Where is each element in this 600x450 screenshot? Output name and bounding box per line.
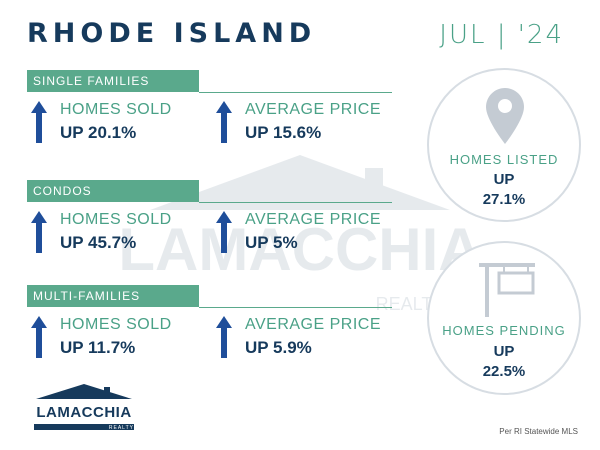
single-families-average-price: AVERAGE PRICE UP 15.6% <box>245 101 381 143</box>
homes-sold-value: UP 11.7% <box>60 338 136 357</box>
up-arrow-icon <box>216 101 232 143</box>
homes-listed-value: 27.1% <box>482 191 526 208</box>
sale-sign-icon <box>479 263 535 317</box>
average-price-label: AVERAGE PRICE <box>245 101 382 118</box>
average-price-value: UP 5% <box>245 233 298 252</box>
condos-homes-sold: HOMES SOLD UP 45.7% <box>60 211 172 253</box>
homes-listed-circle: HOMES LISTED UP 27.1% <box>427 68 581 222</box>
condos-average-price: AVERAGE PRICE UP 5% <box>245 211 381 253</box>
up-arrow-icon <box>31 101 47 143</box>
up-arrow-icon <box>31 211 47 253</box>
section-condos-header: CONDOS <box>27 180 199 202</box>
up-arrow-icon <box>216 211 232 253</box>
homes-pending-circle: HOMES PENDING UP 22.5% <box>427 241 581 395</box>
average-price-value: UP 5.9% <box>245 338 312 357</box>
homes-sold-value: UP 20.1% <box>60 123 137 142</box>
section-single-families-header: SINGLE FAMILIES <box>27 70 199 92</box>
section-divider <box>199 92 392 93</box>
section-divider <box>199 307 392 308</box>
homes-pending-label: HOMES PENDING <box>442 323 566 338</box>
page-title: RHODE ISLAND <box>27 18 317 49</box>
single-families-homes-sold: HOMES SOLD UP 20.1% <box>60 101 172 143</box>
logo-wordmark: LAMACCHIA <box>36 404 132 421</box>
map-pin-icon <box>486 88 524 144</box>
homes-sold-value: UP 45.7% <box>60 233 137 252</box>
homes-listed-label: HOMES LISTED <box>449 152 559 167</box>
homes-pending-value: 22.5% <box>482 363 526 380</box>
section-multi-families-header: MULTI-FAMILIES <box>27 285 199 307</box>
multi-families-homes-sold: HOMES SOLD UP 11.7% <box>60 316 172 358</box>
data-source-note: Per RI Statewide MLS <box>499 427 578 436</box>
average-price-value: UP 15.6% <box>245 123 322 142</box>
average-price-label: AVERAGE PRICE <box>245 316 382 333</box>
house-roof-icon <box>34 384 134 430</box>
homes-listed-direction: UP <box>493 171 515 188</box>
multi-families-average-price: AVERAGE PRICE UP 5.9% <box>245 316 381 358</box>
homes-sold-label: HOMES SOLD <box>60 316 172 333</box>
average-price-label: AVERAGE PRICE <box>245 211 382 228</box>
section-divider <box>199 202 392 203</box>
up-arrow-icon <box>31 316 47 358</box>
homes-sold-label: HOMES SOLD <box>60 101 172 118</box>
up-arrow-icon <box>216 316 232 358</box>
homes-pending-direction: UP <box>493 343 515 360</box>
report-date: JUL | '24 <box>439 20 564 50</box>
logo-subtext: REALTY <box>108 425 134 431</box>
company-logo: LAMACCHIA REALTY <box>30 383 138 433</box>
homes-sold-label: HOMES SOLD <box>60 211 172 228</box>
